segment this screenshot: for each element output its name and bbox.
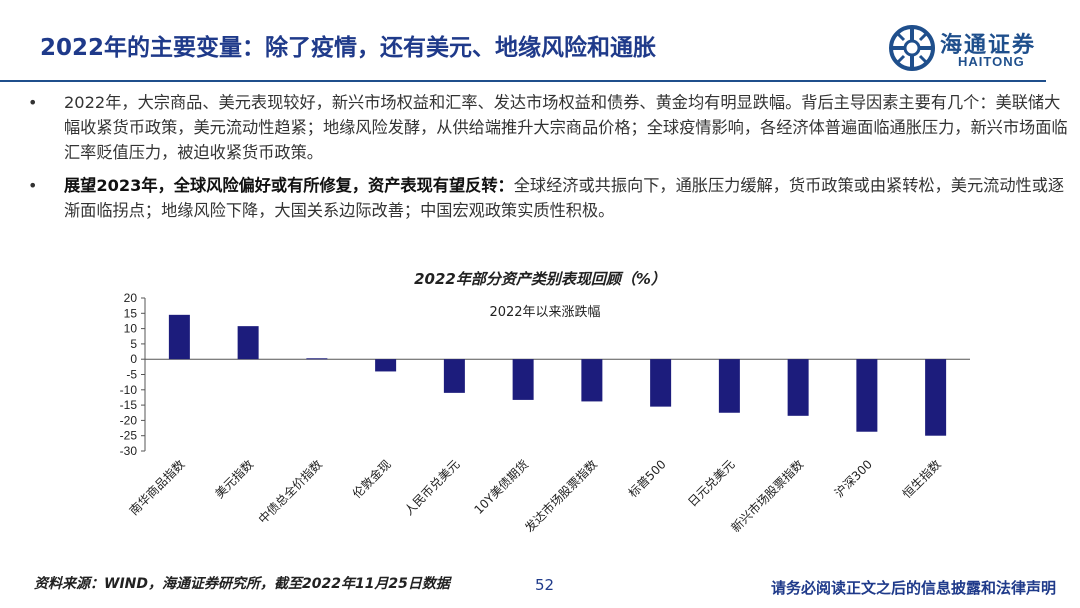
y-tick-label: 5 — [130, 337, 137, 351]
category-label: 伦敦金现 — [349, 457, 394, 502]
bullet-text: 2022年，大宗商品、美元表现较好，新兴市场权益和汇率、发达市场权益和债券、黄金… — [64, 93, 1068, 162]
page-title: 2022年的主要变量：除了疫情，还有美元、地缘风险和通胀 — [40, 35, 657, 61]
category-label: 发达市场股票指数 — [521, 457, 599, 535]
bullet-marker: • — [28, 176, 38, 195]
y-tick-label: 20 — [124, 291, 138, 305]
header-divider — [0, 80, 1046, 82]
source-note: 资料来源：WIND，海通证券研究所，截至2022年11月25日数据 — [34, 576, 450, 592]
category-label: 新兴市场股票指数 — [728, 457, 806, 535]
category-label: 人民币兑美元 — [402, 457, 463, 518]
bar — [306, 358, 328, 360]
bullet-emphasis: 展望2023年，全球风险偏好或有所修复，资产表现有望反转： — [64, 176, 514, 195]
y-tick-label: -25 — [120, 429, 138, 443]
bar — [856, 359, 878, 432]
bar — [375, 359, 397, 372]
category-label: 沪深300 — [832, 457, 875, 500]
bullet-item: • 2022年，大宗商品、美元表现较好，新兴市场权益和汇率、发达市场权益和债券、… — [28, 90, 1068, 165]
y-tick-label: -15 — [120, 398, 138, 412]
page-number: 52 — [535, 576, 555, 594]
bar — [787, 359, 809, 416]
category-label: 美元指数 — [212, 457, 257, 502]
bar — [650, 359, 672, 407]
y-tick-label: -5 — [126, 368, 137, 382]
y-tick-label: -10 — [120, 383, 138, 397]
bar — [237, 326, 259, 360]
y-tick-label: -30 — [120, 444, 138, 458]
bar — [168, 314, 190, 360]
category-label: 恒生指数 — [899, 457, 944, 502]
bullet-marker: • — [28, 93, 38, 112]
chart-title: 2022年部分资产类别表现回顾（%） — [414, 270, 666, 288]
bar — [581, 359, 603, 402]
disclaimer: 请务必阅读正文之后的信息披露和法律声明 — [770, 579, 1056, 597]
y-tick-label: -20 — [120, 413, 138, 427]
y-tick-label: 15 — [124, 306, 138, 320]
bar — [925, 359, 947, 436]
bar — [443, 359, 465, 393]
y-tick-label: 10 — [124, 322, 138, 336]
bullet-text: 全球经济或共振向下，通胀压力缓解，货币政策或由紧转松，美元流动性或逐渐面临拐点；… — [64, 176, 1065, 220]
logo-english-name: HAITONG — [958, 54, 1025, 69]
category-label: 日元兑美元 — [685, 457, 737, 509]
bar — [718, 359, 740, 413]
category-label: 中债总全价指数 — [255, 457, 325, 527]
category-label: 10Y美债期货 — [471, 457, 532, 518]
y-tick-label: 0 — [130, 352, 137, 366]
haitong-logo: 海通证券 HAITONG — [888, 24, 1058, 72]
bar — [512, 359, 534, 400]
logo-chinese-name: 海通证券 — [940, 32, 1037, 58]
bullet-item: • 展望2023年，全球风险偏好或有所修复，资产表现有望反转：全球经济或共振向下… — [28, 173, 1068, 223]
haitong-logo-icon — [889, 25, 935, 71]
category-label: 标普500 — [626, 457, 669, 500]
category-label: 南华商品指数 — [126, 457, 188, 519]
legend-label: 2022年以来涨跌幅 — [489, 304, 600, 320]
bullet-list: • 2022年，大宗商品、美元表现较好，新兴市场权益和汇率、发达市场权益和债券、… — [28, 90, 1068, 231]
